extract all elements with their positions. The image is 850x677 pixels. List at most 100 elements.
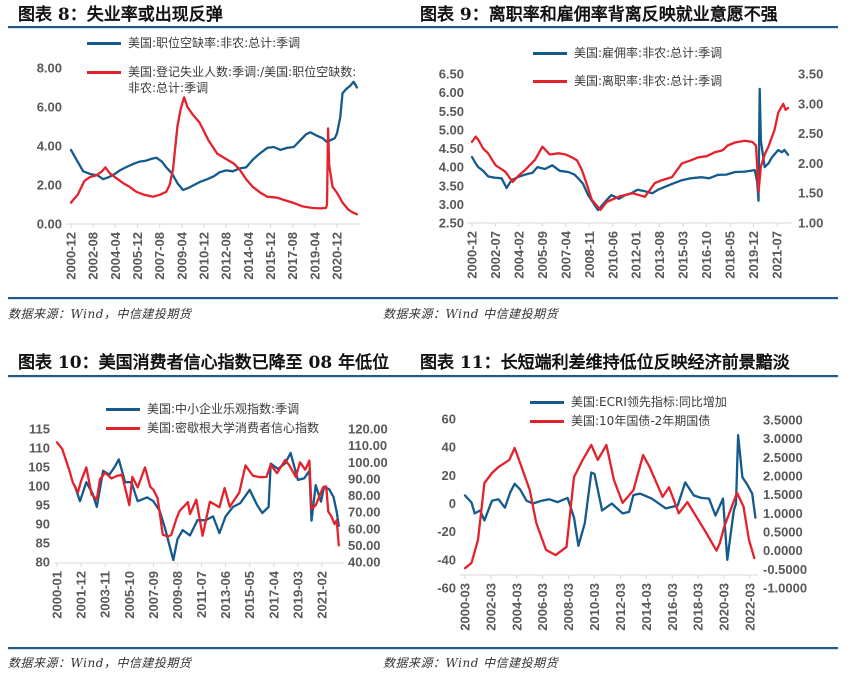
legend-line-icon — [106, 408, 140, 411]
y-right-tick-label: 100.00 — [348, 455, 388, 470]
y-left-tick-label: 0.00 — [37, 217, 62, 232]
chart-9-series-1-line — [470, 102, 790, 212]
legend-label: 美国:职位空缺率:非农:总计:季调 — [128, 36, 301, 50]
y-right-tick-label: 2.5000 — [763, 450, 803, 465]
y-left-tick-label: -60 — [437, 581, 456, 596]
x-tick-label: 2019-12 — [746, 231, 761, 279]
y-right-tick-label: 2.00 — [798, 156, 823, 171]
x-tick-label: 2015-12 — [263, 232, 278, 280]
y-right-tick-label: 70.00 — [348, 505, 381, 520]
legend-label: 美国:密歇根大学消费者信心指数 — [147, 421, 320, 435]
y-left-tick-label: 3.00 — [439, 197, 464, 212]
x-tick-label: 2018-03 — [691, 583, 706, 631]
y-left-tick-label: 85 — [36, 536, 50, 551]
legend-label: 美国:中小企业乐观指数:季调 — [147, 402, 300, 416]
legend-line-icon — [533, 52, 567, 55]
legend-line-icon — [87, 71, 121, 74]
chart-9-title: 图表 9：离职率和雇佣率背离反映就业意愿不强 — [420, 5, 778, 25]
x-tick-label: 2014-03 — [639, 583, 654, 631]
y-right-tick-label: 1.5000 — [763, 487, 803, 502]
y-right-tick-label: 60.00 — [348, 521, 381, 536]
chart-10-legend-item: 美国:密歇根大学消费者信心指数 — [106, 420, 319, 436]
x-tick-label: 2000-01 — [50, 571, 65, 619]
y-right-tick-label: 0.0000 — [763, 543, 803, 558]
y-right-tick-label: 1.50 — [798, 186, 823, 201]
y-left-tick-label: 4.50 — [439, 141, 464, 156]
chart-10-legend-item: 美国:中小企业乐观指数:季调 — [106, 401, 299, 417]
y-left-tick-label: 4.00 — [37, 139, 62, 154]
x-tick-label: 2011-07 — [194, 571, 209, 618]
y-left-tick-label: -40 — [437, 552, 456, 567]
y-left-tick-label: 5.00 — [439, 122, 464, 137]
y-right-tick-label: 0.5000 — [763, 525, 803, 540]
chart-9-legend-item: 美国:雇佣率:非农:总计:季调 — [533, 45, 722, 61]
x-tick-label: 2002-08 — [86, 232, 101, 280]
x-tick-label: 2010-03 — [587, 583, 602, 631]
x-tick-label: 2021-07 — [770, 231, 785, 279]
y-left-tick-label: 100 — [28, 479, 50, 494]
x-tick-label: 2002-07 — [488, 231, 503, 279]
legend-label: 美国:离职率:非农:总计:季调 — [574, 74, 723, 88]
chart-10-series-0-line — [73, 451, 340, 562]
y-right-tick-label: 2.0000 — [763, 469, 803, 484]
x-tick-label: 2000-12 — [465, 231, 480, 279]
x-tick-label: 2015-05 — [242, 571, 257, 619]
chart-10-title: 图表 10：美国消费者信心指数已降至 08 年低位 — [18, 353, 390, 373]
x-tick-label: 2000-03 — [458, 583, 473, 631]
y-left-tick-label: 0 — [449, 496, 456, 511]
x-tick-label: 2001-12 — [74, 571, 89, 619]
x-tick-label: 2009-08 — [170, 571, 185, 619]
legend-line-icon — [87, 42, 121, 45]
x-tick-label: 2007-04 — [558, 230, 573, 278]
bottom-charts-bottom-divider — [8, 647, 838, 649]
x-tick-label: 2005-10 — [122, 571, 137, 619]
x-tick-label: 2010-06 — [605, 231, 620, 279]
x-tick-label: 2021-02 — [315, 571, 330, 619]
x-tick-label: 2012-03 — [613, 583, 628, 631]
x-tick-label: 2007-08 — [152, 232, 167, 280]
x-tick-label: 2020-12 — [330, 232, 345, 280]
chart-10-series-1-line — [55, 441, 340, 547]
y-left-tick-label: 4.00 — [439, 160, 464, 175]
y-left-tick-label: 95 — [36, 498, 50, 513]
y-left-tick-label: 2.50 — [439, 216, 464, 231]
legend-label: 美国:10年国债-2年期国债 — [571, 414, 711, 428]
y-left-tick-label: 80 — [36, 555, 50, 570]
chart-8-series-1-line — [69, 96, 359, 216]
x-tick-label: 2000-12 — [64, 232, 79, 280]
y-right-tick-label: 3.0000 — [763, 431, 803, 446]
legend-label: 美国:雇佣率:非农:总计:季调 — [574, 46, 723, 60]
y-left-tick-label: 20 — [442, 468, 456, 483]
x-tick-label: 2019-04 — [307, 231, 322, 279]
y-right-tick-label: -1.0000 — [763, 581, 807, 596]
y-right-tick-label: 3.00 — [798, 96, 823, 111]
legend-label: 美国:登记失业人数:季调:/美国:职位空缺数:非农:总计:季调 — [128, 65, 357, 95]
y-left-tick-label: -20 — [437, 524, 456, 539]
x-tick-label: 2009-04 — [174, 231, 189, 279]
x-tick-label: 2004-02 — [511, 231, 526, 279]
x-tick-label: 2017-08 — [285, 232, 300, 280]
chart-9-source-note: 数据来源：Wind 中信建投期货 — [383, 307, 559, 321]
y-right-tick-label: 2.50 — [798, 126, 823, 141]
x-tick-label: 2013-08 — [652, 231, 667, 279]
y-left-tick-label: 3.50 — [439, 178, 464, 193]
y-right-tick-label: 1.00 — [798, 216, 823, 231]
chart-8-title: 图表 8：失业率或出现反弹 — [18, 5, 223, 25]
x-tick-label: 2002-03 — [483, 583, 498, 631]
y-right-tick-label: 3.5000 — [763, 413, 803, 428]
y-left-tick-label: 40 — [442, 440, 456, 455]
y-right-tick-label: 40.00 — [348, 555, 381, 570]
legend-line-icon — [533, 80, 567, 83]
y-left-tick-label: 105 — [28, 460, 50, 475]
x-tick-label: 2019-03 — [290, 571, 305, 619]
x-tick-label: 2012-01 — [629, 231, 644, 279]
chart-10-source-note: 数据来源：Wind，中信建投期货 — [8, 656, 192, 670]
x-tick-label: 2006-03 — [535, 583, 550, 631]
y-right-tick-label: -0.5000 — [763, 562, 807, 577]
chart-8-source-note: 数据来源：Wind，中信建投期货 — [8, 307, 192, 321]
x-tick-label: 2017-04 — [266, 570, 281, 618]
x-tick-label: 2013-06 — [218, 571, 233, 619]
legend-line-icon — [530, 401, 564, 404]
